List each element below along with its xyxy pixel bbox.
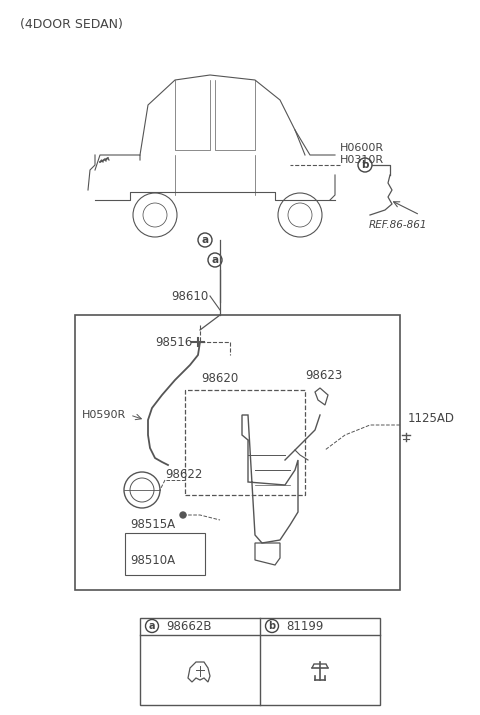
Bar [140,618,380,705]
Text: 1125AD: 1125AD [408,412,455,425]
Bar [75,315,400,590]
Text: H0590R: H0590R [82,410,126,420]
Text: b: b [268,621,276,631]
Text: a: a [149,621,155,631]
Text: 98622: 98622 [165,468,203,481]
Text: REF.86-861: REF.86-861 [369,220,427,230]
Text: 98516: 98516 [155,335,192,348]
Text: 81199: 81199 [286,619,324,633]
Text: 98510A: 98510A [130,553,175,566]
Text: b: b [361,160,369,170]
Text: 98662B: 98662B [166,619,212,633]
Text: a: a [211,255,218,265]
Text: 98515A: 98515A [130,518,175,531]
Text: H0600R: H0600R [340,143,384,153]
Text: a: a [202,235,209,245]
Text: H0310R: H0310R [340,155,384,165]
Text: (4DOOR SEDAN): (4DOOR SEDAN) [20,18,123,31]
Text: 98610: 98610 [171,290,209,302]
Bar [185,390,305,495]
Circle shape [180,512,186,518]
Bar [125,533,205,575]
Text: 98623: 98623 [305,368,342,382]
Text: 98620: 98620 [202,372,239,385]
